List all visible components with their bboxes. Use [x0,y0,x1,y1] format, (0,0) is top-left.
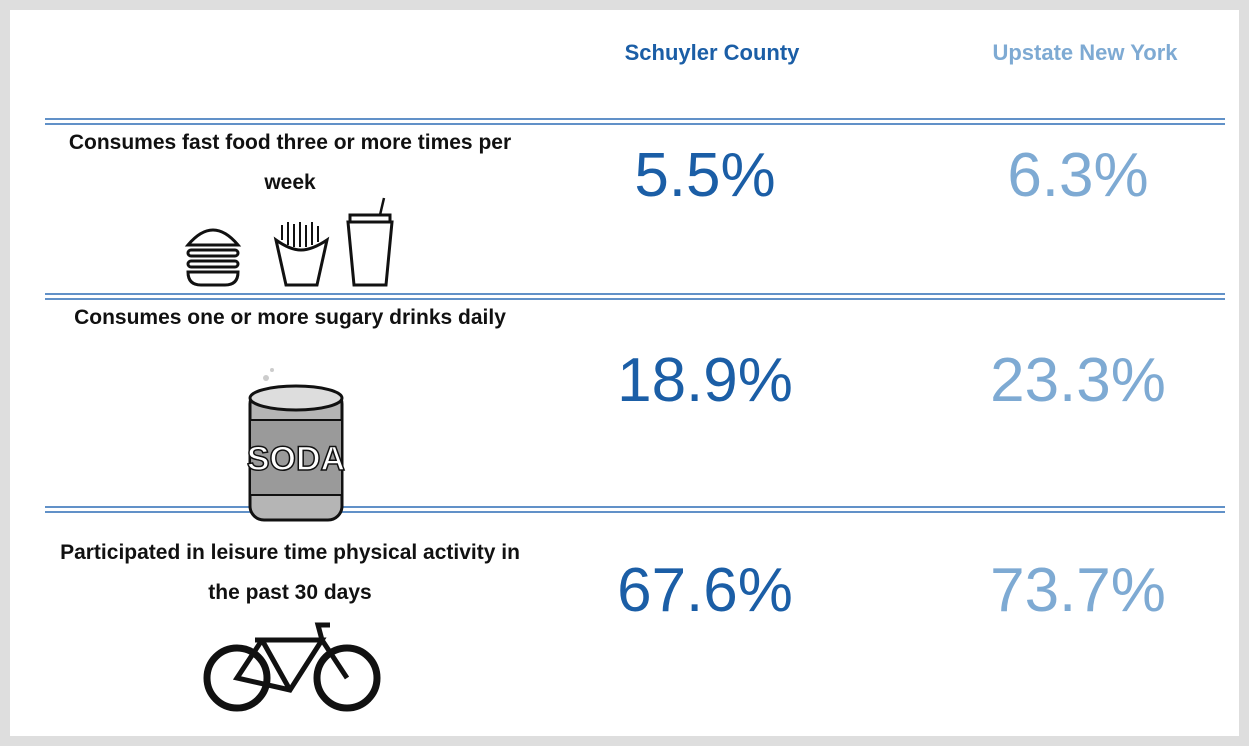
column-header: Schuyler County [562,40,862,66]
column-header: Upstate New York [935,40,1235,66]
upstate-value: 23.3% [928,345,1228,416]
row-label: Consumes fast food three or more times p… [50,123,530,203]
bike-icon [207,625,377,708]
upstate-value: 73.7% [928,555,1228,626]
county-value: 5.5% [555,140,855,211]
row-label: Participated in leisure time physical ac… [50,533,530,613]
page: SODA Schuyler County Upstate New York Co… [0,0,1249,746]
soda-label: SODA [247,440,345,478]
row-label: Consumes one or more sugary drinks daily [50,298,530,338]
upstate-value: 6.3% [928,140,1228,211]
county-value: 18.9% [555,345,855,416]
county-value: 67.6% [555,555,855,626]
fast-food-icon [188,198,392,285]
soda-icon: SODA [247,368,345,520]
